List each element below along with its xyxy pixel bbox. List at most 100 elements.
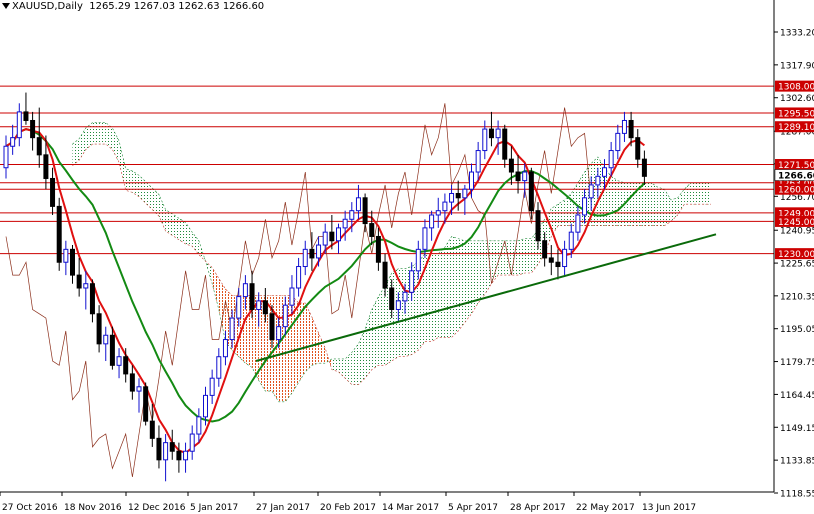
level-price-tag [775,248,814,260]
candle [322,223,328,254]
candle [143,382,149,426]
candle-body [76,274,82,289]
candle [276,318,282,349]
cloud-segment [85,122,93,150]
level-price-tag [775,215,814,227]
candle-body [502,128,508,160]
cloud-segment [458,238,465,331]
candle [462,184,468,215]
candle-body [109,334,115,366]
candle [415,240,421,280]
candle [469,163,474,198]
candle [309,232,315,271]
candle-body [442,201,448,212]
cloud-segment [165,209,173,236]
cloud-segment [657,187,665,226]
cloud-segment [604,167,612,226]
level-price-label: 1308.00 [778,83,814,93]
candle [548,245,554,276]
y-tick-label: 1302.60 [780,94,814,104]
cloud-segment [92,122,100,145]
candle [449,184,455,215]
candle [136,378,142,413]
candle-body [96,313,102,345]
level-price-tag [775,159,814,171]
candle-body [482,128,488,152]
candles [3,92,647,482]
candle-body [588,184,594,199]
candle-body [56,205,62,263]
cloud-segment [185,222,193,247]
cloud-segment [671,197,678,222]
candle-body [302,248,308,268]
cloud-segment [305,303,312,372]
candle-body [641,158,647,177]
candle [176,442,182,473]
candle-body [568,231,574,250]
cloud-segment [365,309,372,379]
cloud-segment [690,182,698,205]
x-tick-label: 12 Dec 2016 [128,503,186,513]
candle-body [116,356,122,366]
candle-body [309,248,315,259]
candle [615,124,621,160]
candle [575,206,581,241]
candle [369,210,375,246]
cloud-segment [318,333,326,364]
candle [50,167,56,215]
trendline[interactable] [255,233,717,362]
symbol-label: XAUUSD,Daily [12,1,83,12]
candle [129,365,135,400]
candle-body [36,137,42,156]
candle-body [355,197,361,212]
candle-body [89,283,95,315]
cloud-segment [331,358,339,372]
candle-body [349,210,355,220]
cloud-segment [684,182,691,205]
candle-body [222,339,228,358]
candle [262,288,268,323]
candle-body [422,227,428,250]
candle [355,184,361,220]
candle-body [329,231,335,242]
candle-body [262,300,268,315]
cloud-segment [498,240,505,276]
symbol-dropdown-icon[interactable] [2,3,10,9]
candle [163,434,169,482]
kijun-sen-line [5,128,646,423]
candle-body [415,248,421,272]
candle-body [23,111,29,121]
candle [515,154,521,194]
candle [83,270,89,310]
cloud-segment [351,343,359,385]
x-tick-label: 28 Apr 2017 [510,503,566,513]
cloud-segment [345,352,352,385]
candle-body [395,300,401,310]
candle-body [595,175,601,186]
cloud-segment [677,189,685,215]
cloud-segment [617,180,625,226]
cloud-segment [205,261,213,284]
candle [156,425,162,469]
candle [608,141,614,177]
candle [641,150,647,185]
candle-body [429,214,435,229]
level-price-label: 1230.00 [778,250,814,260]
y-tick-label: 1133.85 [780,457,814,467]
candle-body [488,128,494,139]
cloud-segment [112,128,120,163]
candle [302,240,308,276]
candle [296,257,302,297]
cloud-segment [371,296,379,370]
x-tick-label: 5 Jan 2017 [190,503,238,513]
candle [316,236,322,267]
candle-body [256,300,262,310]
cloud-segment [212,267,219,310]
candle-body [83,283,89,289]
candle [635,129,641,168]
cloud-segment [591,156,598,226]
candle [409,262,415,301]
candle-body [209,377,215,396]
